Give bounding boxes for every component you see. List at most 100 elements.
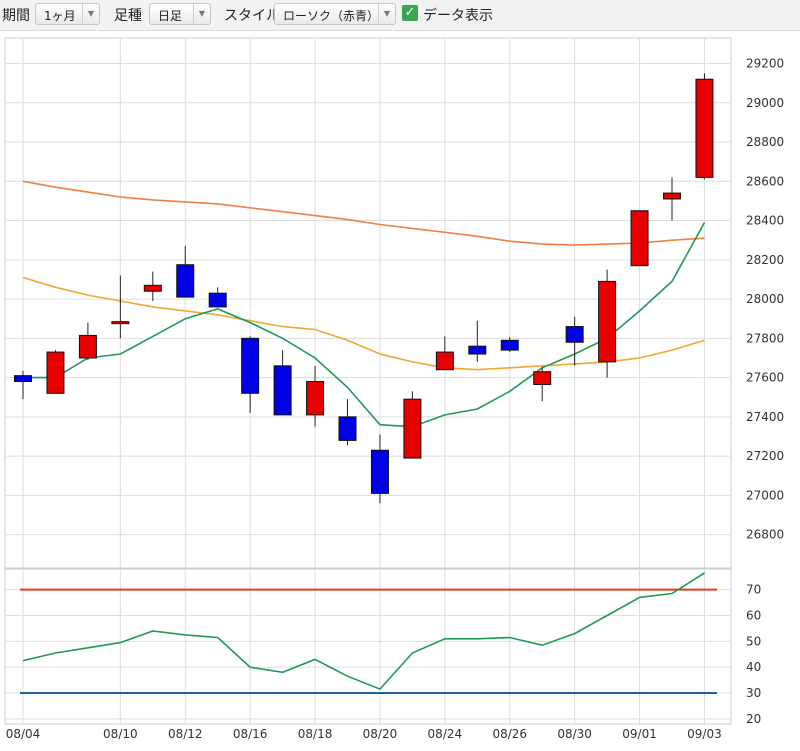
price-tick-label: 28000	[746, 292, 784, 306]
date-tick-label: 08/18	[298, 727, 333, 741]
price-tick-label: 27600	[746, 371, 784, 385]
rsi-axis: 20 30 40 50 60 70	[746, 583, 761, 726]
candle-body	[500, 339, 519, 351]
rsi-tick-label: 40	[746, 660, 761, 674]
price-tick-label: 28400	[746, 214, 784, 228]
date-tick-label: 08/16	[233, 727, 268, 741]
main-plot-frame	[4, 37, 732, 569]
candle-08/24[interactable]	[435, 336, 454, 371]
candle-body	[241, 337, 260, 394]
period-select[interactable]: 1ヶ月 ▼	[35, 3, 100, 25]
rsi-tick-label: 30	[746, 686, 761, 700]
rsi-tick-label: 20	[746, 712, 761, 726]
candle-08/27[interactable]	[533, 366, 552, 402]
candle-body	[598, 280, 617, 363]
candle-body	[533, 371, 552, 385]
candle-09/02[interactable]	[663, 177, 681, 221]
candle-body	[338, 416, 357, 441]
price-tick-label: 26800	[746, 528, 784, 542]
rsi-tick-label: 70	[746, 583, 761, 597]
date-tick-label: 08/30	[557, 727, 592, 741]
style-select[interactable]: ローソク（赤青） ▼	[274, 3, 396, 25]
candle-08/10[interactable]	[111, 275, 130, 339]
period-select-value: 1ヶ月	[44, 9, 76, 23]
date-tick-label: 08/12	[168, 727, 203, 741]
candle-layer	[14, 73, 714, 504]
chevron-down-icon: ▼	[82, 4, 99, 24]
candle-body	[630, 210, 649, 267]
date-tick-label: 08/26	[492, 727, 527, 741]
grid-layer	[5, 38, 731, 724]
moving-average-layer	[22, 180, 706, 428]
candle-body	[435, 351, 454, 371]
stock-chart: 26800 27000 27200 27400 27600 27800 28000 28200…	[4, 37, 784, 741]
date-tick-label: 08/20	[363, 727, 398, 741]
ma-short-line	[23, 222, 706, 428]
rsi-tick-label: 60	[746, 609, 761, 623]
price-tick-label: 29000	[746, 96, 784, 110]
candle-08/05[interactable]	[46, 350, 65, 394]
price-tick-label: 27200	[746, 449, 784, 463]
toolbar: 期間 1ヶ月 ▼ 足種 日足 ▼ スタイル ローソク（赤青） ▼ ✓ データ表示	[0, 0, 800, 31]
rsi-tick-label: 50	[746, 634, 761, 648]
date-axis: 08/04 08/10 08/12 08/16 08/18 08/20 08/24 08/26…	[6, 727, 722, 741]
foot-select[interactable]: 日足 ▼	[149, 3, 211, 25]
candle-body	[306, 381, 325, 416]
candle-08/12[interactable]	[176, 246, 195, 298]
candle-body	[46, 351, 65, 394]
date-tick-label: 09/01	[622, 727, 657, 741]
candle-08/19[interactable]	[338, 399, 357, 446]
chevron-down-icon: ▼	[193, 4, 210, 24]
price-tick-label: 28200	[746, 253, 784, 267]
candle-body	[208, 292, 227, 308]
foot-label: 足種	[114, 8, 142, 24]
candle-body	[565, 326, 584, 343]
candle-08/17[interactable]	[273, 350, 292, 416]
candle-body	[143, 284, 162, 292]
rsi-layer	[5, 572, 731, 720]
price-tick-label: 29200	[746, 57, 784, 71]
rsi-line	[22, 572, 705, 691]
candle-08/25[interactable]	[468, 320, 487, 362]
candle-09/01[interactable]	[630, 210, 649, 267]
candle-body	[663, 192, 681, 200]
ma-long-line	[22, 180, 705, 246]
candle-08/31[interactable]	[598, 269, 617, 378]
data-display-checkbox[interactable]: ✓	[402, 5, 418, 21]
candle-body	[14, 375, 32, 383]
candle-08/16[interactable]	[241, 336, 260, 413]
price-tick-label: 27000	[746, 488, 784, 502]
price-axis: 26800 27000 27200 27400 27600 27800 28000 28200…	[746, 57, 784, 542]
price-tick-label: 27800	[746, 331, 784, 345]
chevron-down-icon: ▼	[378, 4, 395, 24]
foot-select-value: 日足	[158, 9, 183, 23]
candle-09/03[interactable]	[695, 73, 714, 180]
date-tick-label: 08/24	[428, 727, 463, 741]
candle-08/30[interactable]	[565, 316, 584, 366]
candle-08/04[interactable]	[14, 370, 32, 400]
candle-08/06[interactable]	[78, 322, 97, 360]
style-label: スタイル	[224, 8, 280, 24]
candle-body	[370, 449, 389, 494]
candle-08/26[interactable]	[500, 337, 519, 353]
candle-body	[403, 398, 422, 459]
data-display-label: データ表示	[423, 8, 493, 24]
rsi-plot-frame	[4, 568, 732, 725]
candle-08/13[interactable]	[208, 287, 227, 308]
candle-body	[176, 264, 195, 298]
date-tick-label: 09/03	[687, 727, 722, 741]
period-label: 期間	[2, 8, 30, 24]
price-tick-label: 27400	[746, 410, 784, 424]
candle-body	[273, 365, 292, 416]
ma-mid-line	[22, 276, 705, 371]
candle-08/23[interactable]	[403, 391, 422, 459]
date-tick-label: 08/10	[103, 727, 138, 741]
candle-body	[468, 345, 487, 355]
style-select-value: ローソク（赤青）	[283, 9, 380, 23]
candle-08/11[interactable]	[143, 271, 162, 302]
candle-08/20[interactable]	[370, 434, 389, 504]
candle-body	[111, 321, 130, 325]
candle-body	[695, 78, 714, 178]
price-tick-label: 28600	[746, 174, 784, 188]
candle-08/18[interactable]	[306, 365, 325, 427]
